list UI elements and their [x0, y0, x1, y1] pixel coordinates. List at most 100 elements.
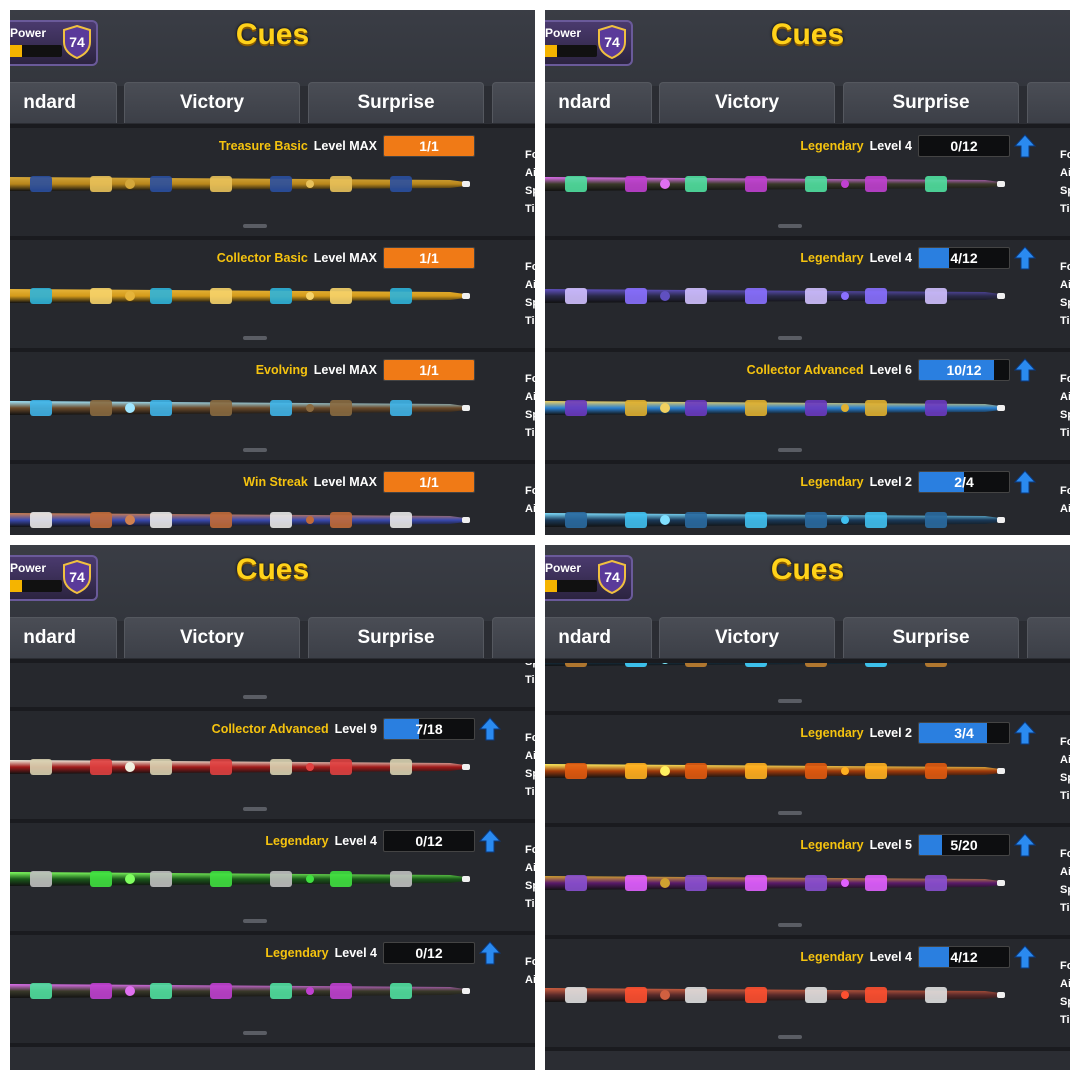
cue-image[interactable]	[545, 390, 1015, 426]
tab-victory[interactable]: Victory	[124, 82, 300, 123]
cue-stats: FoAiSpTi	[525, 729, 535, 801]
stat-label: Ai	[1060, 754, 1070, 766]
cue-info: Legendary Level 2 3/4	[800, 722, 1010, 744]
tab-surprise[interactable]: Surprise	[308, 82, 484, 123]
cue-row[interactable]: SpTi	[545, 663, 1070, 715]
cue-row[interactable]: Legendary Level 2 3/4 Fo Ai Sp Ti	[545, 715, 1070, 827]
cue-row[interactable]: Collector Advanced Level 6 10/12 Fo Ai Sp Ti	[545, 352, 1070, 464]
upgrade-arrow-icon[interactable]	[1013, 470, 1037, 494]
tab-victory[interactable]: Victory	[659, 617, 835, 658]
upgrade-arrow-icon[interactable]	[478, 717, 502, 741]
cue-image[interactable]	[545, 166, 1015, 202]
tab-surprise[interactable]: Surprise	[843, 82, 1019, 123]
tab-surprise[interactable]: Surprise	[308, 617, 484, 658]
power-widget[interactable]: Power 74	[10, 555, 98, 601]
stat-label: Fo	[525, 261, 535, 273]
tab-standard[interactable]: ndard	[10, 82, 117, 123]
cue-row[interactable]: Legendary Level 4 0/12 Fo Ai Sp Ti	[10, 823, 535, 935]
cue-image[interactable]	[545, 865, 1015, 901]
cue-info: Legendary Level 4 0/12	[265, 942, 475, 964]
cue-category: Legendary	[265, 834, 329, 848]
cue-progress-fill	[919, 723, 987, 743]
cue-stats: FoAiSpTi	[1060, 370, 1070, 442]
cue-info: Legendary Level 4 4/12	[800, 946, 1010, 968]
tab-surprise[interactable]: Surprise	[843, 617, 1019, 658]
cue-progress-text: 0/12	[950, 138, 978, 154]
stat-label: Fo	[525, 732, 535, 744]
upgrade-arrow-icon[interactable]	[1013, 358, 1037, 382]
cue-row[interactable]: Legendary Level 5 5/20 Fo Ai Sp Ti	[545, 827, 1070, 939]
cue-row[interactable]: Legendary Level 4 4/12 Fo Ai Sp Ti	[545, 240, 1070, 352]
stat-label: Fo	[525, 485, 535, 497]
cue-progress-bar: 3/4	[918, 722, 1010, 744]
cue-image[interactable]	[10, 749, 480, 785]
upgrade-arrow-icon[interactable]	[1013, 134, 1037, 158]
power-progress-bar	[545, 580, 597, 592]
cue-stats: FoAiSpTi	[525, 663, 535, 689]
row-divider-handle	[242, 448, 267, 452]
cue-image[interactable]	[545, 663, 1015, 677]
cue-image[interactable]	[10, 166, 480, 202]
power-widget[interactable]: Power 74	[545, 20, 633, 66]
stat-label: Ti	[525, 786, 535, 798]
cue-stats: FoAiSpTi	[1060, 845, 1070, 917]
screenshot-panel-1: Power 74 Cues ndard Victory Surprise Treasure …	[10, 10, 535, 535]
cue-row[interactable]: Legendary Level 4 0/12 Fo Ai	[10, 935, 535, 1047]
stat-label: Ai	[1060, 503, 1070, 515]
cue-progress-bar: 5/20	[918, 834, 1010, 856]
stat-label: Ai	[525, 862, 535, 874]
cue-image[interactable]	[545, 278, 1015, 314]
tab-standard[interactable]: ndard	[10, 617, 117, 658]
tab-next[interactable]	[1027, 82, 1070, 123]
power-widget[interactable]: Power 74	[545, 555, 633, 601]
tab-next[interactable]	[1027, 617, 1070, 658]
cue-level: Level 4	[869, 950, 912, 964]
cue-image[interactable]	[545, 977, 1015, 1013]
upgrade-arrow-icon[interactable]	[1013, 833, 1037, 857]
stat-label: Sp	[525, 768, 535, 780]
stat-label: Fo	[525, 956, 535, 968]
cue-list[interactable]: SpTiLegendaryLevel 23/4FoAiSpTiLegendary…	[545, 663, 1070, 1070]
cue-row[interactable]: Legendary Level 4 0/12 Fo Ai Sp Ti	[545, 128, 1070, 240]
tab-next[interactable]	[492, 82, 535, 123]
cue-row[interactable]: Collector Advanced Level 9 7/18 Fo Ai Sp Ti	[10, 711, 535, 823]
stat-label: Ti	[525, 898, 535, 910]
level-shield-icon: 74	[62, 24, 92, 60]
row-divider-handle	[242, 919, 267, 923]
tab-victory[interactable]: Victory	[124, 617, 300, 658]
cue-image[interactable]	[10, 502, 480, 535]
power-level-number: 74	[604, 569, 620, 585]
upgrade-arrow-icon[interactable]	[1013, 945, 1037, 969]
cue-row[interactable]: Treasure Basic Level MAX 1/1 Fo Ai Sp Ti	[10, 128, 535, 240]
level-shield-icon: 74	[597, 24, 627, 60]
tab-standard[interactable]: ndard	[545, 617, 652, 658]
cue-image[interactable]	[10, 390, 480, 426]
stat-label: Ai	[525, 974, 535, 986]
tab-next[interactable]	[492, 617, 535, 658]
power-widget[interactable]: Power 74	[10, 20, 98, 66]
upgrade-arrow-icon[interactable]	[1013, 246, 1037, 270]
cue-row[interactable]: Legendary Level 4 4/12 Fo Ai Sp Ti	[545, 939, 1070, 1051]
tab-standard[interactable]: ndard	[545, 82, 652, 123]
cue-row[interactable]: Win Streak Level MAX 1/1 Fo Ai	[10, 464, 535, 535]
cue-image[interactable]	[10, 861, 480, 897]
cue-image[interactable]	[545, 502, 1015, 535]
cue-image[interactable]	[545, 753, 1015, 789]
cue-info: Win Streak Level MAX 1/1	[243, 471, 475, 493]
category-tabs: ndard Victory Surprise	[10, 617, 535, 661]
upgrade-arrow-icon[interactable]	[478, 829, 502, 853]
cue-image[interactable]	[10, 278, 480, 314]
cue-row[interactable]: Legendary Level 2 2/4 Fo Ai	[545, 464, 1070, 535]
cue-list[interactable]: Legendary Level 4 0/12 Fo Ai Sp Ti Legendary Lev…	[545, 128, 1070, 535]
tab-victory[interactable]: Victory	[659, 82, 835, 123]
upgrade-arrow-icon[interactable]	[478, 941, 502, 965]
cue-image[interactable]	[10, 973, 480, 1009]
cue-row[interactable]: Evolving Level MAX 1/1 Fo Ai Sp Ti	[10, 352, 535, 464]
upgrade-arrow-icon[interactable]	[1013, 721, 1037, 745]
cue-image[interactable]	[10, 663, 480, 673]
cue-row[interactable]: Collector Basic Level MAX 1/1 Fo Ai Sp Ti	[10, 240, 535, 352]
category-tabs: ndard Victory Surprise	[10, 82, 535, 126]
